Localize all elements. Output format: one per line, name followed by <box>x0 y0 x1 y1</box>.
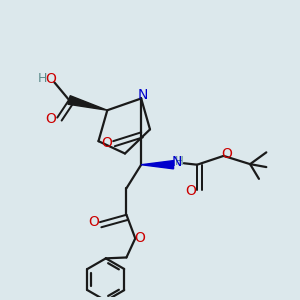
Text: N: N <box>171 155 182 169</box>
Polygon shape <box>68 96 107 110</box>
Text: O: O <box>134 231 145 245</box>
Text: H: H <box>175 155 184 168</box>
Text: O: O <box>88 215 99 229</box>
Text: O: O <box>222 147 232 161</box>
Text: O: O <box>45 72 56 86</box>
Text: O: O <box>185 184 196 198</box>
Text: N: N <box>137 88 148 102</box>
Text: O: O <box>101 136 112 150</box>
Text: H: H <box>37 72 46 85</box>
Polygon shape <box>141 160 174 169</box>
Text: O: O <box>45 112 56 126</box>
